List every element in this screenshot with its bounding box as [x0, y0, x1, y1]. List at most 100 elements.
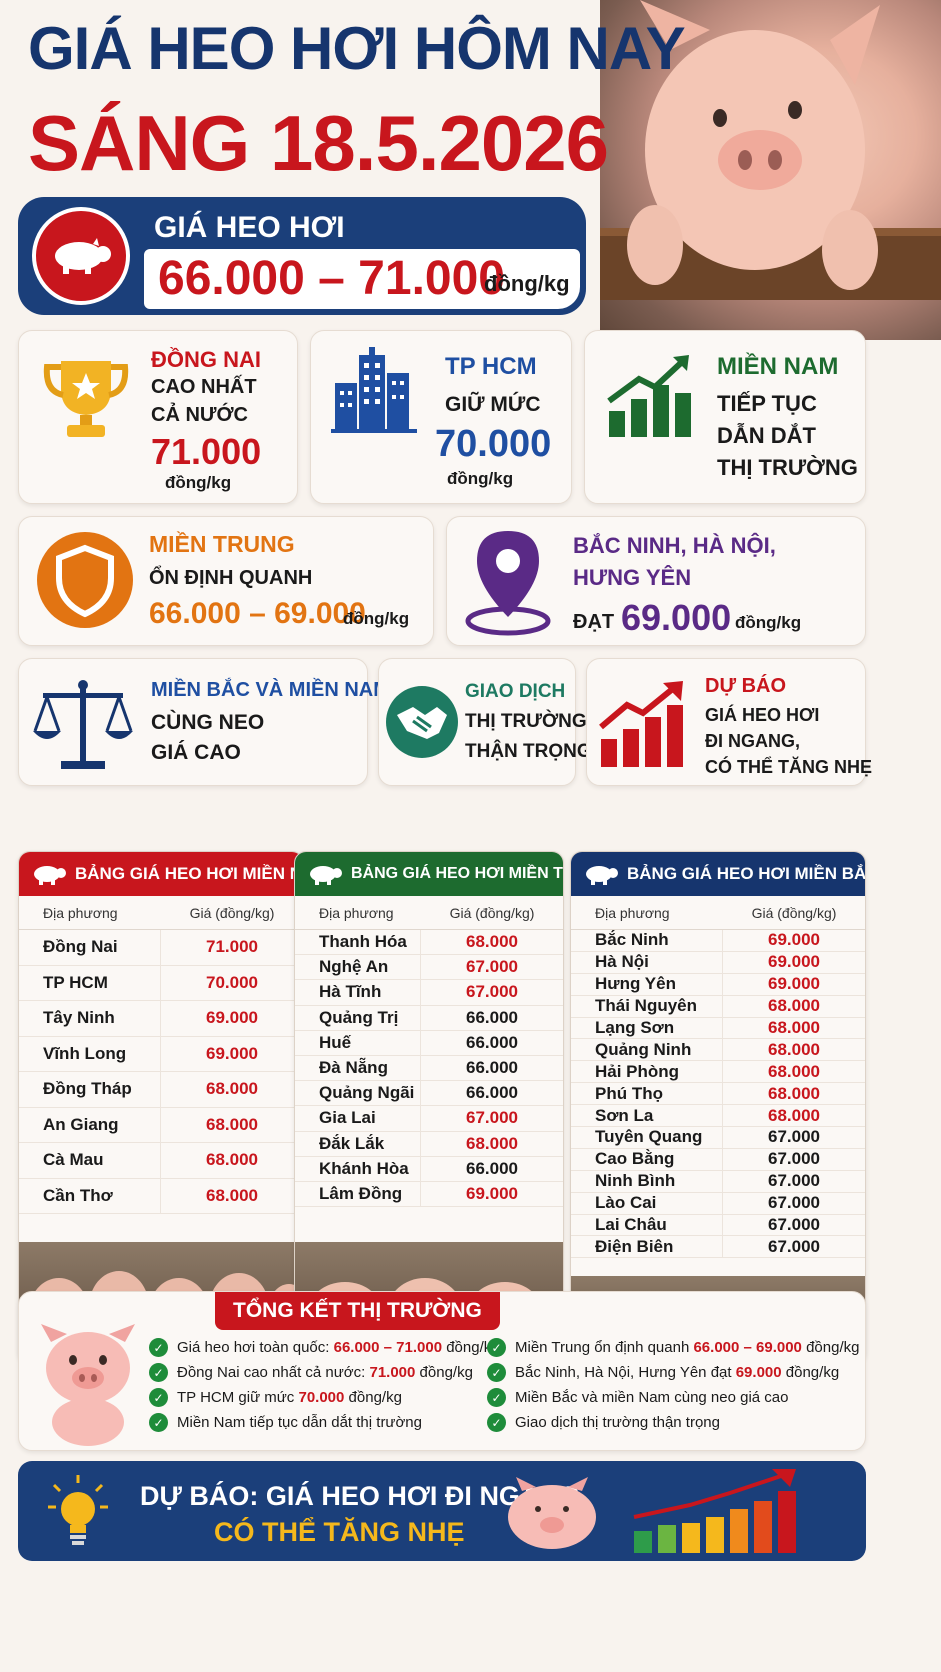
summary-text: Đồng Nai cao nhất cả nước: 71.000 đồng/k… [177, 1364, 473, 1381]
row-location: Hưng Yên [571, 973, 723, 995]
check-icon: ✓ [487, 1388, 506, 1407]
price-banner-unit: đồng/kg [484, 271, 570, 296]
card-mien-nam-line1: TIẾP TỤC [717, 391, 817, 416]
card-dong-nai: ĐỒNG NAI CAO NHẤT CẢ NƯỚC 71.000 đồng/kg [18, 330, 298, 504]
row-location: Hà Tĩnh [295, 980, 421, 1005]
card-bac-nam-line1: CÙNG NEO [151, 711, 265, 734]
row-location: Lâm Đồng [295, 1181, 421, 1207]
table-north-title: BẢNG GIÁ HEO HƠI MIỀN BẮC [627, 864, 866, 883]
card-mien-nam: MIỀN NAM TIẾP TỤC DẪN DẮT THỊ TRƯỜNG [584, 330, 866, 504]
city-icon [331, 347, 417, 433]
row-location: Tây Ninh [19, 1001, 161, 1036]
table-row: Lâm Đồng 69.000 [295, 1181, 563, 1208]
table-row: Đà Nẵng 66.000 [295, 1055, 563, 1082]
row-price: 66.000 [466, 1007, 518, 1027]
table-row: Cần Thơ 68.000 [19, 1178, 303, 1214]
summary-card: TỔNG KẾT THỊ TRƯỜNG ✓ Giá heo hơi toàn qu… [18, 1291, 866, 1451]
card-bac-nam-line2: GIÁ CAO [151, 741, 241, 764]
row-price: 69.000 [768, 930, 820, 950]
row-price: 68.000 [466, 932, 518, 952]
summary-item: ✓ Bắc Ninh, Hà Nội, Hưng Yên đạt 69.000 đ… [487, 1363, 839, 1382]
row-price: 68.000 [768, 996, 820, 1016]
card-giao-dich: GIAO DỊCH THỊ TRƯỜNG THẬN TRỌNG [378, 658, 592, 786]
table-row: Đắk Lắk 68.000 [295, 1131, 563, 1157]
summary-text-pre: Giao dịch thị trường thận trọng [515, 1414, 720, 1431]
row-price: 67.000 [768, 1193, 820, 1213]
row-location: Thái Nguyên [571, 995, 723, 1017]
card-tphcm: TP HCM GIỮ MỨC 70.000 đồng/kg [310, 330, 572, 504]
card-tphcm-price: 70.000 [435, 423, 552, 465]
summary-item: ✓ Miền Nam tiếp tục dẫn dắt thị trường [149, 1413, 422, 1432]
table-row: Phú Thọ 68.000 [571, 1083, 865, 1106]
check-icon: ✓ [487, 1363, 506, 1382]
row-location: Quảng Trị [295, 1005, 421, 1030]
row-location: Hải Phòng [571, 1061, 723, 1083]
handshake-icon [386, 686, 458, 758]
row-location: Khánh Hòa [295, 1156, 421, 1181]
card-tphcm-line1: GIỮ MỨC [445, 393, 541, 416]
check-icon: ✓ [149, 1338, 168, 1357]
row-location: Lào Cai [571, 1192, 723, 1214]
summary-item: ✓ TP HCM giữ mức 70.000 đồng/kg [149, 1388, 402, 1407]
summary-text-pre: Bắc Ninh, Hà Nội, Hưng Yên đạt [515, 1364, 736, 1381]
row-location: Sơn La [571, 1105, 723, 1127]
col-price: Giá (đồng/kg) [449, 904, 535, 921]
row-location: Gia Lai [295, 1106, 421, 1131]
hero-pig-photo [600, 0, 941, 340]
table-row: Đồng Nai 71.000 [19, 930, 303, 966]
summary-text-pre: Miền Trung ổn định quanh [515, 1339, 694, 1356]
row-location: Cao Bằng [571, 1148, 723, 1170]
card-bac-ninh-title-2: HƯNG YÊN [573, 565, 692, 590]
table-row: Ninh Bình 67.000 [571, 1170, 865, 1193]
row-location: Điện Biên [571, 1236, 723, 1258]
card-bac-nam: MIỀN BẮC VÀ MIỀN NAM CÙNG NEO GIÁ CAO [18, 658, 390, 786]
row-price: 67.000 [466, 957, 518, 977]
row-price: 70.000 [206, 972, 258, 992]
card-tphcm-title: TP HCM [445, 353, 537, 380]
row-location: An Giang [19, 1107, 161, 1142]
row-location: Lai Châu [571, 1214, 723, 1236]
table-row: Quảng Ninh 68.000 [571, 1039, 865, 1062]
row-price: 67.000 [768, 1127, 820, 1147]
rising-chart-icon [599, 681, 683, 767]
table-row: Tây Ninh 69.000 [19, 1001, 303, 1037]
row-price: 68.000 [206, 1185, 258, 1205]
card-dong-nai-line2: CẢ NƯỚC [151, 404, 248, 426]
page-title-line1: GIÁ HEO HƠI HÔM NAY [28, 15, 686, 82]
summary-item: ✓ Giao dịch thị trường thận trọng [487, 1413, 720, 1432]
table-row: Quảng Ngãi 66.000 [295, 1081, 563, 1107]
table-south-colhead: Địa phương Giá (đồng/kg) [19, 896, 303, 930]
row-price: 68.000 [768, 1061, 820, 1081]
table-row: Thái Nguyên 68.000 [571, 995, 865, 1018]
table-row: An Giang 68.000 [19, 1107, 303, 1143]
growth-chart-icon [607, 355, 691, 437]
scale-icon [33, 680, 133, 769]
summary-title: TỔNG KẾT THỊ TRƯỜNG [215, 1292, 500, 1330]
summary-text-highlight: 66.000 – 69.000 [693, 1339, 802, 1356]
price-banner-label: GIÁ HEO HƠI [154, 211, 345, 244]
shield-icon [37, 532, 133, 628]
row-location: Đồng Tháp [19, 1072, 161, 1107]
card-dong-nai-line1: CAO NHẤT [151, 376, 257, 398]
table-north-colhead: Địa phương Giá (đồng/kg) [571, 896, 865, 930]
row-price: 68.000 [768, 1039, 820, 1059]
card-du-bao-line2: ĐI NGANG, [705, 731, 801, 751]
trophy-icon [43, 361, 129, 437]
card-du-bao-line1: GIÁ HEO HƠI [705, 705, 820, 725]
row-price: 68.000 [206, 1150, 258, 1170]
card-giao-dich-line1: THỊ TRƯỜNG [465, 711, 587, 732]
summary-text-post: đồng/kg [344, 1389, 402, 1406]
row-location: TP HCM [19, 965, 161, 1000]
row-price: 67.000 [768, 1236, 820, 1256]
col-local: Địa phương [43, 904, 118, 921]
check-icon: ✓ [487, 1338, 506, 1357]
card-mien-trung-unit: đồng/kg [343, 609, 410, 628]
table-central-header: BẢNG GIÁ HEO HƠI MIỀN TRUNG [295, 852, 563, 896]
location-pin-icon [465, 531, 551, 636]
summary-text: Bắc Ninh, Hà Nội, Hưng Yên đạt 69.000 đồ… [515, 1364, 839, 1381]
row-price: 68.000 [206, 1079, 258, 1099]
table-north: BẢNG GIÁ HEO HƠI MIỀN BẮC Địa phương Giá … [570, 851, 866, 1363]
lightbulb-icon [48, 1475, 108, 1545]
table-row: Hà Tĩnh 67.000 [295, 980, 563, 1006]
table-row: Đồng Tháp 68.000 [19, 1072, 303, 1108]
